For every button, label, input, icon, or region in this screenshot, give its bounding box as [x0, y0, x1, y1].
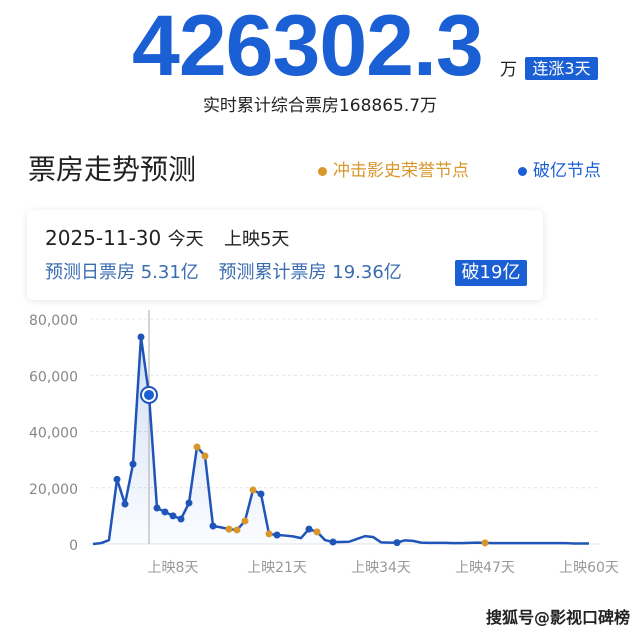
realtime-box-office: 426302.3: [132, 0, 484, 94]
data-point-billion: [129, 460, 137, 468]
data-point-honor: [225, 525, 233, 533]
legend-label: 破亿节点: [533, 161, 601, 181]
blue-dot-icon: [518, 166, 527, 176]
data-point-billion: [273, 531, 281, 539]
data-point-billion: [137, 333, 145, 341]
tooltip-date: 2025-11-30: [45, 226, 162, 250]
x-tick-label: 上映47天: [455, 560, 515, 576]
tooltip-date-line: 2025-11-30 今天 上映5天: [45, 225, 289, 253]
data-point-billion: [185, 499, 193, 507]
cumulative-forecast: 预测累计票房 19.36亿: [218, 262, 402, 283]
y-tick-label: 40,000: [29, 426, 78, 442]
data-point-honor: [201, 452, 209, 460]
daily-forecast: 预测日票房 5.31亿: [45, 262, 199, 283]
data-point-billion: [153, 504, 161, 512]
data-point-billion: [177, 515, 185, 523]
tooltip-days: 上映5天: [223, 229, 290, 250]
box-office-chart[interactable]: 0 20,000 40,000 60,000 80,000 上映8天 上映21天 上映34天 上…: [0, 0, 640, 600]
x-tick-label: 上映8天: [148, 560, 199, 576]
data-point-honor: [233, 526, 241, 534]
legend-item-billion: 破亿节点: [518, 160, 601, 182]
watermark: 搜狐号@影视口碑榜: [486, 608, 631, 627]
tooltip-forecast-line: 预测日票房 5.31亿 预测累计票房 19.36亿: [45, 261, 402, 285]
cumulative-box-office: 实时累计综合票房168865.7万: [202, 96, 438, 116]
data-point-billion: [305, 525, 313, 533]
data-point-billion: [393, 539, 401, 547]
data-point-billion: [169, 512, 177, 520]
data-point-honor: [241, 517, 249, 525]
tooltip-card: 2025-11-30 今天 上映5天 预测日票房 5.31亿 预测累计票房 19…: [27, 210, 543, 300]
y-tick-label: 0: [69, 538, 78, 554]
data-point-billion: [113, 475, 121, 483]
milestone-badge: 破19亿: [455, 260, 527, 286]
x-tick-label: 上映21天: [247, 560, 307, 576]
data-point-billion: [209, 522, 217, 530]
y-tick-label: 80,000: [29, 313, 78, 329]
unit-label: 万: [500, 60, 517, 80]
data-point-billion: [257, 490, 265, 498]
data-point-honor: [249, 486, 257, 494]
section-title: 票房走势预测: [28, 153, 197, 186]
x-tick-label: 上映34天: [351, 560, 411, 576]
data-point-honor: [481, 539, 489, 547]
data-point-billion: [121, 500, 129, 508]
y-tick-label: 20,000: [29, 482, 78, 498]
y-tick-label: 60,000: [29, 369, 78, 385]
current-data-point: [144, 389, 154, 400]
streak-badge: 连涨3天: [525, 57, 598, 80]
data-point-honor: [265, 530, 273, 538]
legend-item-honor: 冲击影史荣誉节点: [318, 160, 469, 182]
data-point-billion: [329, 538, 337, 546]
x-tick-label: 上映60天: [559, 560, 619, 576]
data-point-honor: [193, 443, 201, 451]
data-point-honor: [313, 528, 321, 536]
data-point-billion: [161, 508, 169, 516]
legend-label: 冲击影史荣誉节点: [333, 161, 469, 181]
tooltip-today: 今天: [167, 229, 204, 250]
orange-dot-icon: [318, 166, 327, 176]
